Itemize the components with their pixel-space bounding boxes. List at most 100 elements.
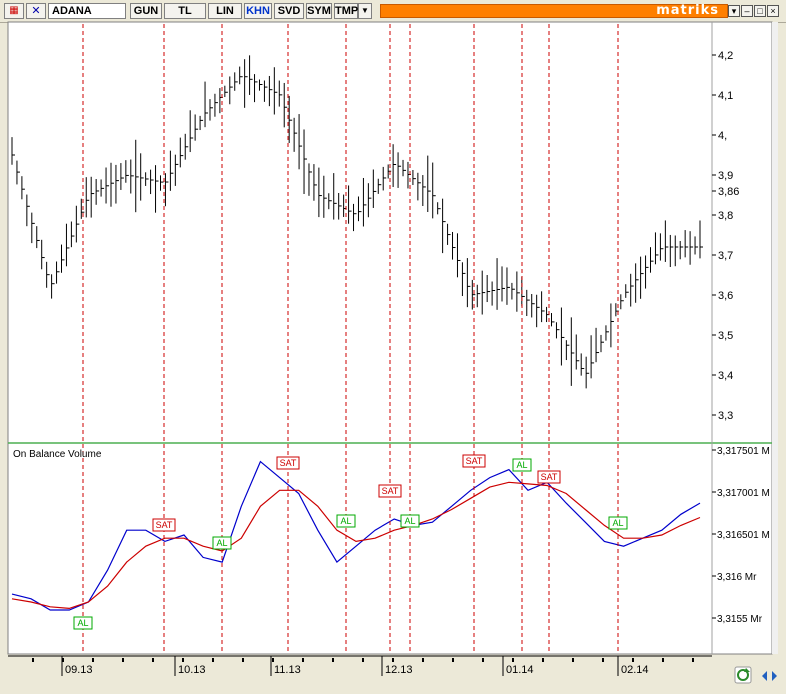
button-tl[interactable]: TL (164, 3, 206, 19)
obv-tick-label: 3,316 Mr (717, 572, 757, 583)
price-bar (293, 117, 298, 152)
price-bar (110, 162, 114, 207)
price-bar (263, 80, 268, 102)
chart-toolbar: ▦ ✕ ADANA GUN TL LIN KHN SVD SYM TMP ▼ m… (0, 0, 786, 23)
price-bar (353, 203, 357, 232)
symbol-field[interactable]: ADANA (48, 3, 126, 19)
price-bar (536, 294, 540, 328)
price-bar (254, 74, 258, 103)
time-axis-label: 11.13 (274, 664, 301, 676)
chart-frame (7, 21, 773, 655)
price-bar (51, 274, 55, 299)
close-icon[interactable]: × (767, 5, 779, 17)
price-bar (125, 160, 129, 183)
price-tick-label: 3,6 (718, 290, 733, 302)
obv-panel-title: On Balance Volume (13, 449, 102, 460)
price-bar (308, 163, 312, 196)
price-bar (26, 194, 30, 227)
price-bar (397, 152, 402, 188)
time-minor-tick (212, 658, 214, 662)
signal-label-text: SAT (280, 458, 297, 468)
button-sym[interactable]: SYM (306, 3, 332, 19)
button-gun[interactable]: GUN (130, 3, 162, 19)
price-bar (447, 223, 451, 245)
price-tick-label: 3,8 (718, 210, 733, 222)
signal-label-text: AL (216, 538, 227, 548)
time-minor-tick (512, 658, 514, 662)
buy-signal-label: AL (336, 514, 356, 528)
price-bar (189, 110, 194, 153)
time-minor-tick (482, 658, 484, 662)
obv-tick-label: 3,316501 M (717, 530, 770, 541)
minimize-icon[interactable]: – (741, 5, 753, 17)
time-minor-tick (182, 658, 184, 662)
time-axis-label: 12.13 (385, 664, 413, 676)
button-tmp[interactable]: TMP (334, 3, 359, 19)
toolbar-dropdown-icon[interactable]: ▼ (358, 3, 372, 19)
price-bar (164, 173, 169, 207)
price-bar (551, 313, 555, 327)
price-bar (318, 167, 322, 218)
price-bar (452, 231, 456, 260)
signal-label-text: SAT (466, 456, 483, 466)
maximize-icon[interactable]: □ (754, 5, 766, 17)
price-bar (11, 137, 15, 165)
price-bar (664, 220, 669, 262)
price-bar (511, 282, 515, 300)
scroll-track[interactable] (772, 22, 778, 654)
price-tick-label: 4,2 (718, 50, 733, 62)
price-tick-label: 3,3 (718, 410, 733, 422)
button-lin[interactable]: LIN (208, 3, 242, 19)
price-bars (11, 55, 703, 389)
button-svd[interactable]: SVD (274, 3, 304, 19)
price-bar (590, 335, 595, 379)
price-bar (209, 99, 213, 121)
price-bar (669, 234, 674, 267)
price-bar (323, 175, 327, 218)
price-bar (595, 327, 600, 363)
buy-signal-label: AL (212, 536, 232, 550)
price-bar (491, 281, 496, 306)
scroll-left-icon[interactable] (762, 671, 767, 681)
price-bar (155, 165, 159, 213)
price-bar (348, 185, 352, 224)
chart-menu-icon[interactable]: ▦ (4, 3, 24, 19)
price-bar (461, 262, 466, 297)
price-bar (531, 294, 535, 318)
price-bar (80, 198, 85, 219)
price-tick-label: 3,9 (718, 170, 733, 182)
signal-label-text: SAT (156, 520, 173, 530)
price-tick-label: 3,7 (718, 250, 733, 262)
time-axis-label: 02.14 (621, 664, 649, 676)
price-bar (570, 317, 575, 386)
signal-label-text: AL (404, 516, 415, 526)
sell-signal-label: SAT (378, 484, 402, 498)
price-bar (679, 241, 684, 260)
price-bar (268, 75, 273, 107)
price-bar (21, 176, 25, 200)
time-minor-tick (632, 658, 634, 662)
price-bar (585, 356, 590, 389)
flag-icon[interactable]: ✕ (26, 3, 46, 19)
price-bar (70, 221, 75, 248)
price-bar (442, 198, 446, 254)
price-bar (659, 233, 664, 261)
price-bar (31, 212, 35, 244)
refresh-icon[interactable] (734, 666, 752, 684)
price-bar (481, 270, 486, 315)
price-bar (288, 95, 293, 144)
price-bar (555, 322, 560, 339)
price-bar (333, 173, 337, 220)
price-bar (625, 284, 629, 298)
price-bar (694, 236, 699, 255)
price-bar (159, 175, 164, 191)
scroll-right-icon[interactable] (772, 671, 777, 681)
price-bar (150, 169, 154, 195)
button-khn[interactable]: KHN (244, 3, 272, 19)
price-tick-label: 3,5 (718, 330, 733, 342)
chevron-down-icon[interactable]: ▾ (728, 5, 740, 17)
price-bar (60, 244, 65, 273)
time-axis-label: 09.13 (65, 664, 93, 676)
price-bar (273, 67, 278, 115)
